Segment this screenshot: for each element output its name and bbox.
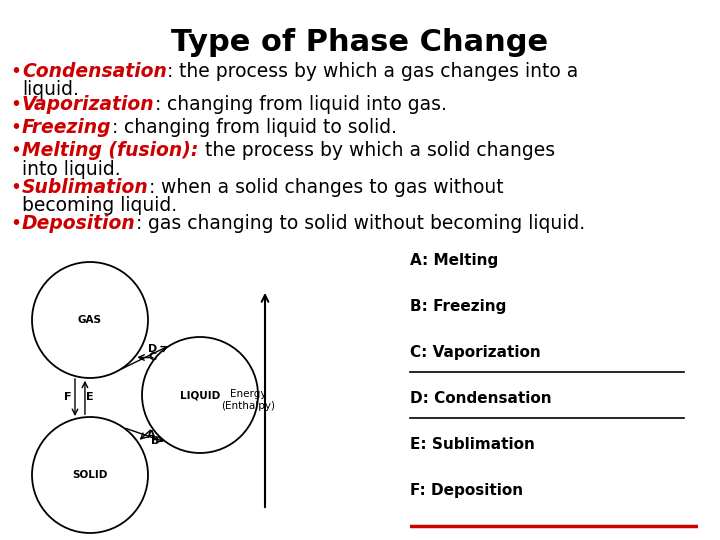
Text: Freezing: Freezing (22, 118, 112, 137)
Text: when a solid changes to gas without: when a solid changes to gas without (161, 178, 504, 197)
Text: F: F (64, 393, 72, 402)
Text: C: C (149, 353, 157, 362)
Text: :: : (155, 95, 167, 114)
Text: gas changing to solid without becoming liquid.: gas changing to solid without becoming l… (148, 214, 585, 233)
Text: :: : (167, 62, 179, 81)
Text: :: : (112, 118, 124, 137)
Text: E: Sublimation: E: Sublimation (410, 437, 535, 452)
Text: the process by which a solid changes: the process by which a solid changes (205, 141, 555, 160)
Text: E: E (86, 393, 94, 402)
Text: changing from liquid into gas.: changing from liquid into gas. (167, 95, 447, 114)
Text: •: • (10, 214, 21, 233)
Text: •: • (10, 141, 21, 160)
Text: into liquid.: into liquid. (22, 160, 121, 179)
Text: •: • (10, 62, 21, 81)
Text: C: Vaporization: C: Vaporization (410, 345, 541, 360)
Text: A: Melting: A: Melting (410, 253, 499, 268)
Text: SOLID: SOLID (72, 470, 108, 480)
Text: Condensation: Condensation (22, 62, 167, 81)
Text: liquid.: liquid. (22, 80, 79, 99)
Text: GAS: GAS (78, 315, 102, 325)
Text: •: • (10, 95, 21, 114)
Text: Melting (fusion):: Melting (fusion): (22, 141, 205, 160)
Text: B: B (150, 436, 159, 446)
Text: D: D (148, 345, 158, 354)
Text: F: Deposition: F: Deposition (410, 483, 523, 498)
Text: Sublimation: Sublimation (22, 178, 149, 197)
Text: A: A (147, 430, 156, 440)
Text: Energy
(Enthalpy): Energy (Enthalpy) (221, 389, 275, 411)
Text: Deposition: Deposition (22, 214, 136, 233)
Text: Type of Phase Change: Type of Phase Change (171, 28, 549, 57)
Text: becoming liquid.: becoming liquid. (22, 196, 177, 215)
Text: :: : (149, 178, 161, 197)
Text: B: Freezing: B: Freezing (410, 299, 507, 314)
Text: •: • (10, 118, 21, 137)
Text: •: • (10, 178, 21, 197)
Text: the process by which a gas changes into a: the process by which a gas changes into … (179, 62, 578, 81)
Text: D: Condensation: D: Condensation (410, 391, 552, 406)
Text: Vaporization: Vaporization (22, 95, 155, 114)
Text: :: : (136, 214, 148, 233)
Text: LIQUID: LIQUID (180, 390, 220, 400)
Text: changing from liquid to solid.: changing from liquid to solid. (124, 118, 397, 137)
